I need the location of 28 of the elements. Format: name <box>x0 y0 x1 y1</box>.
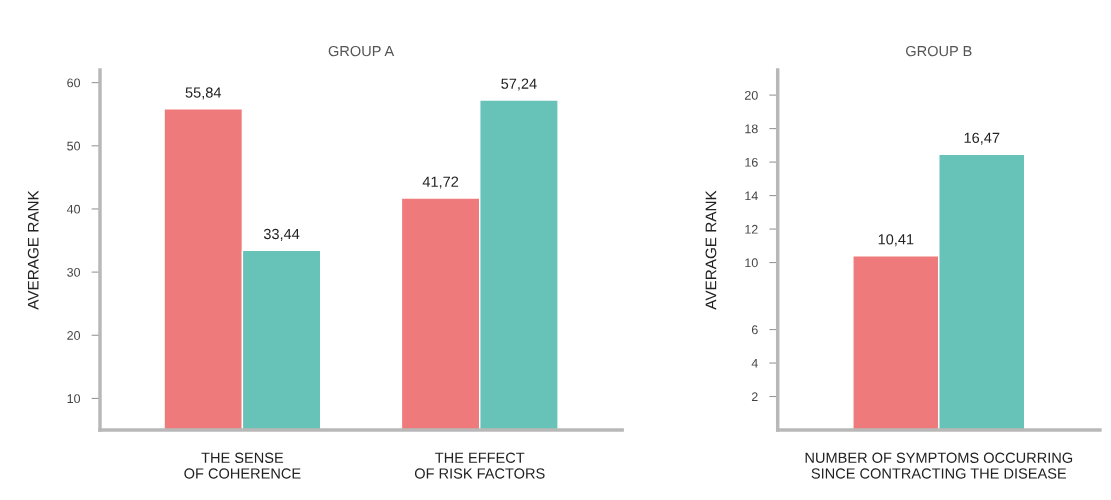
data-label: 16,47 <box>964 132 1000 145</box>
chart-title: GROUP B <box>906 45 972 57</box>
y-tick-label: 40 <box>66 204 81 214</box>
data-label: 55,84 <box>185 87 222 100</box>
y-axis-title: AVERAGE RANK <box>27 190 39 310</box>
chart-title: GROUP A <box>328 45 395 57</box>
y-tick-label: 12 <box>745 224 758 234</box>
y-tick-label: 20 <box>67 331 81 340</box>
data-label: 57,24 <box>501 78 537 91</box>
y-tick-label: 30 <box>67 267 81 277</box>
y-tick-label: 18 <box>745 124 758 134</box>
y-tick-label: 6 <box>751 325 758 335</box>
y-tick-label: 2 <box>751 392 758 402</box>
x-tick-label: THE SENSE OF COHERENCE <box>184 452 301 479</box>
y-tick-label: 50 <box>67 141 81 151</box>
y-tick-label: 20 <box>744 90 758 100</box>
data-label: 41,72 <box>422 176 459 189</box>
data-label: 10,41 <box>878 234 914 247</box>
y-tick-label: 10 <box>67 394 81 404</box>
y-tick-label: 16 <box>745 157 758 167</box>
y-tick-label: 10 <box>745 258 758 268</box>
x-tick-label: NUMBER OF SYMPTOMS OCCURRING SINCE CONTRACTING THE DISEASE <box>805 452 1073 479</box>
y-axis-title: AVERAGE RANK <box>705 190 717 310</box>
y-tick-label: 4 <box>751 358 758 368</box>
data-label: 33,44 <box>263 228 300 241</box>
y-tick-label: 14 <box>745 191 758 201</box>
y-tick-label: 60 <box>67 78 81 88</box>
x-tick-label: THE EFFECT OF RISK FACTORS <box>414 452 545 479</box>
